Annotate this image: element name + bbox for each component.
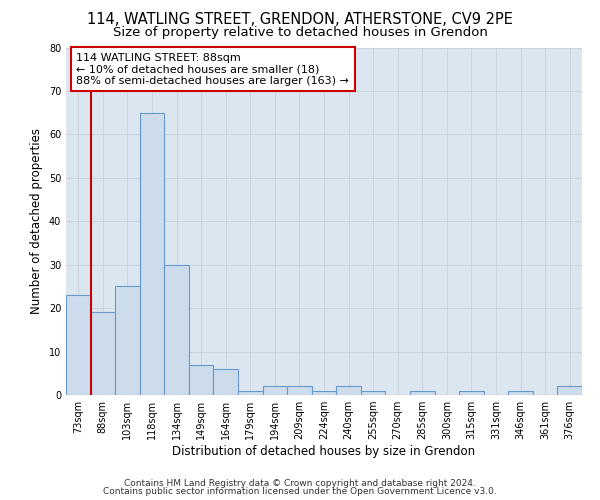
Bar <box>287 386 312 395</box>
Text: 114, WATLING STREET, GRENDON, ATHERSTONE, CV9 2PE: 114, WATLING STREET, GRENDON, ATHERSTONE… <box>87 12 513 28</box>
Text: 114 WATLING STREET: 88sqm
← 10% of detached houses are smaller (18)
88% of semi-: 114 WATLING STREET: 88sqm ← 10% of detac… <box>76 52 349 86</box>
Bar <box>91 312 115 395</box>
Bar <box>508 390 533 395</box>
Text: Contains public sector information licensed under the Open Government Licence v3: Contains public sector information licen… <box>103 487 497 496</box>
X-axis label: Distribution of detached houses by size in Grendon: Distribution of detached houses by size … <box>172 445 476 458</box>
Bar <box>66 295 91 395</box>
Bar <box>361 390 385 395</box>
Text: Contains HM Land Registry data © Crown copyright and database right 2024.: Contains HM Land Registry data © Crown c… <box>124 478 476 488</box>
Bar <box>189 364 214 395</box>
Bar <box>557 386 582 395</box>
Bar <box>214 369 238 395</box>
Bar <box>238 390 263 395</box>
Bar <box>410 390 434 395</box>
Bar <box>164 264 189 395</box>
Y-axis label: Number of detached properties: Number of detached properties <box>30 128 43 314</box>
Bar <box>263 386 287 395</box>
Text: Size of property relative to detached houses in Grendon: Size of property relative to detached ho… <box>113 26 487 39</box>
Bar <box>312 390 336 395</box>
Bar <box>459 390 484 395</box>
Bar <box>115 286 140 395</box>
Bar <box>336 386 361 395</box>
Bar <box>140 112 164 395</box>
